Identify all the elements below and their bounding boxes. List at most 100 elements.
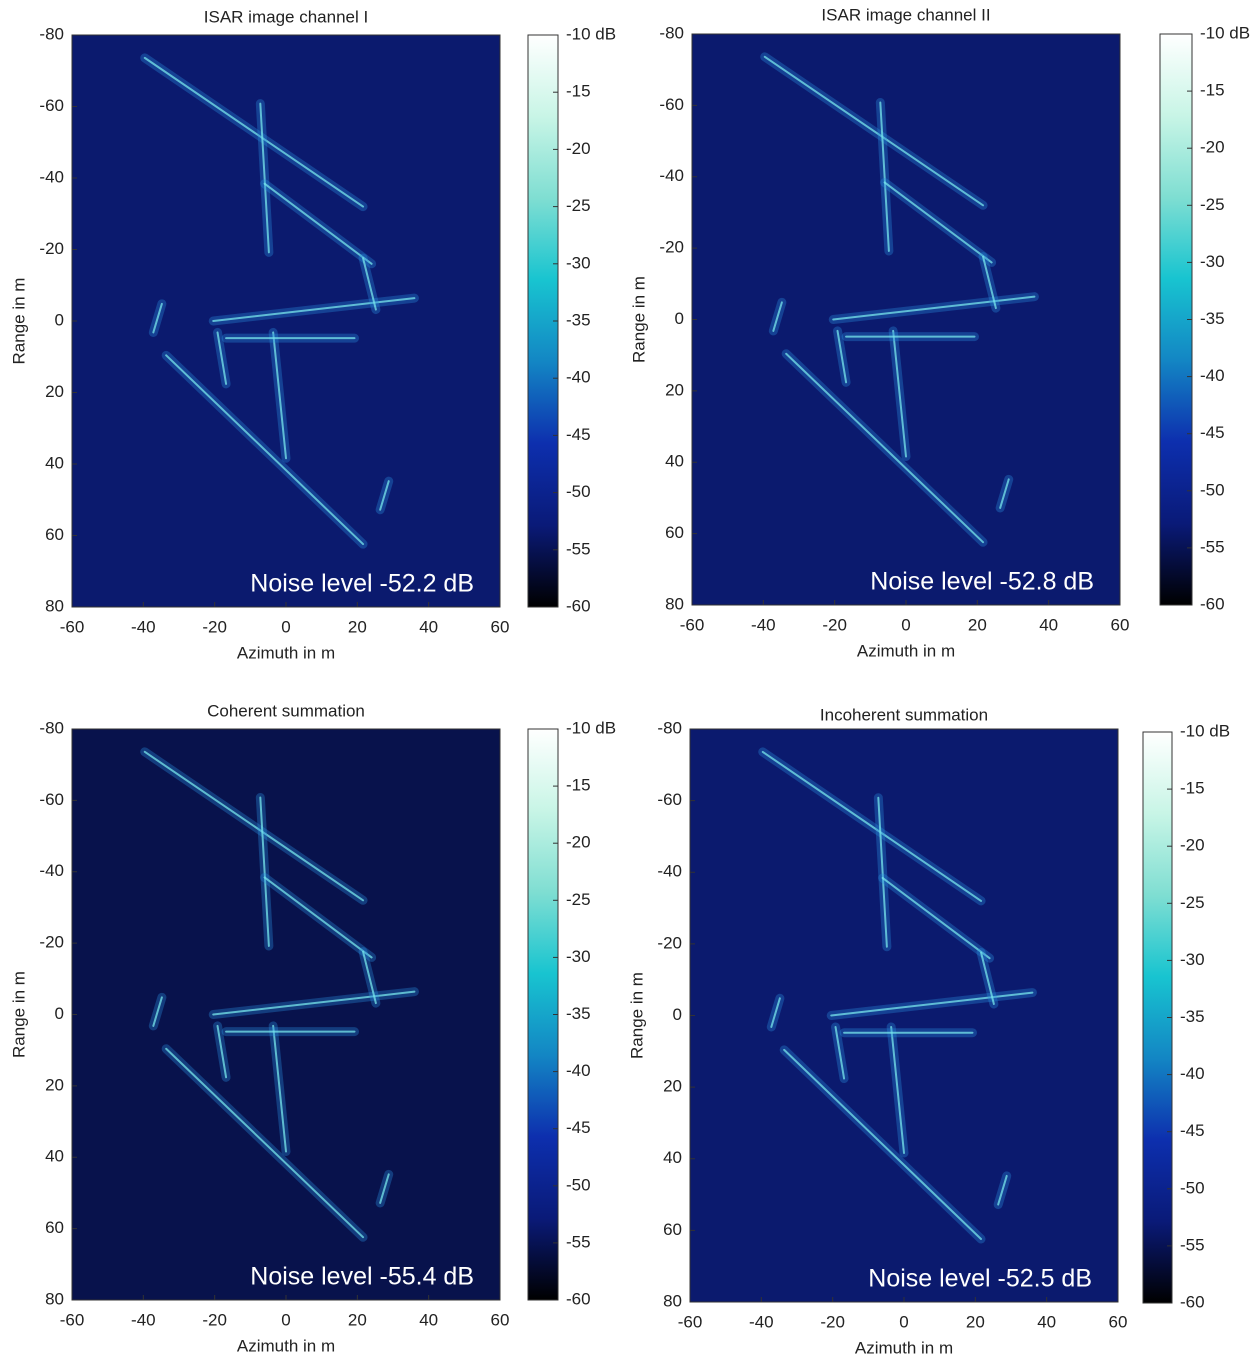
- x-tick-label: 20: [966, 1312, 985, 1331]
- annotation: Noise level -52.8 dB: [870, 568, 1094, 596]
- x-tick-label: -60: [678, 1312, 703, 1331]
- y-tick-label: 40: [665, 452, 684, 471]
- colorbar-tick-label: -55: [566, 1232, 591, 1251]
- image-background: [72, 35, 500, 607]
- image-content: [760, 52, 1039, 547]
- y-tick-label: -80: [659, 23, 684, 42]
- y-tick-label: -80: [39, 24, 64, 43]
- chart-title: Coherent summation: [207, 701, 365, 720]
- colorbar-tick-label: -25: [1200, 195, 1225, 214]
- y-tick-label: 20: [663, 1077, 682, 1096]
- y-tick-label: 40: [45, 453, 64, 472]
- x-tick-label: 0: [899, 1312, 908, 1331]
- y-tick-label: 60: [665, 523, 684, 542]
- colorbar-tick-label: -40: [566, 368, 591, 387]
- colorbar-tick-label: -20: [566, 139, 591, 158]
- colorbar-tick-label: -35: [566, 310, 591, 329]
- y-axis-label: Range in m: [9, 971, 28, 1058]
- x-tick-label: -60: [60, 617, 85, 636]
- colorbar-tick-label: -20: [1200, 138, 1225, 157]
- x-tick-label: -40: [131, 1310, 156, 1329]
- x-tick-label: 60: [491, 617, 510, 636]
- y-tick-label: 20: [45, 1075, 64, 1094]
- image-background: [692, 34, 1120, 605]
- colorbar-tick-label: -40: [566, 1061, 591, 1080]
- chart-title: ISAR image channel I: [204, 7, 368, 26]
- colorbar-tick-label: -30: [1200, 252, 1225, 271]
- x-axis-label: Azimuth in m: [855, 1338, 953, 1357]
- colorbar-tick-label: -40: [1200, 366, 1225, 385]
- colorbar-tick-label: -60: [1180, 1292, 1205, 1311]
- colorbar: [1159, 33, 1193, 606]
- y-tick-label: 0: [55, 1004, 64, 1023]
- y-tick-label: 80: [45, 1289, 64, 1308]
- annotation: Noise level -55.4 dB: [250, 1263, 474, 1291]
- colorbar-tick-label: -50: [1180, 1178, 1205, 1197]
- y-tick-label: -60: [39, 790, 64, 809]
- x-tick-label: 40: [1037, 1312, 1056, 1331]
- x-tick-label: 60: [491, 1310, 510, 1329]
- colorbar-tick-label: -60: [566, 1289, 591, 1308]
- x-tick-label: 20: [968, 615, 987, 634]
- y-tick-label: 20: [45, 382, 64, 401]
- colorbar-tick-label: -25: [566, 196, 591, 215]
- colorbar-tick-label: -50: [566, 482, 591, 501]
- colorbar-tick-label: -45: [1200, 423, 1225, 442]
- x-tick-label: 40: [419, 1310, 438, 1329]
- x-tick-label: 40: [1039, 615, 1058, 634]
- y-tick-label: 40: [45, 1147, 64, 1166]
- image-content: [140, 747, 419, 1242]
- annotation: Noise level -52.5 dB: [868, 1265, 1092, 1293]
- x-tick-label: -40: [749, 1312, 774, 1331]
- image-content: [140, 53, 419, 549]
- colorbar-tick-label: -15: [566, 82, 591, 101]
- x-tick-label: 20: [348, 617, 367, 636]
- y-tick-label: -80: [39, 718, 64, 737]
- y-tick-label: -40: [659, 166, 684, 185]
- chart-title: ISAR image channel II: [821, 5, 990, 24]
- x-tick-label: -20: [202, 617, 227, 636]
- colorbar-tick-label: -15: [566, 776, 591, 795]
- y-tick-label: -60: [39, 96, 64, 115]
- colorbar-tick-label: -50: [1200, 480, 1225, 499]
- colorbar-tick-label: -30: [1180, 950, 1205, 969]
- colorbar-tick-label: -10 dB: [566, 24, 616, 43]
- colorbar-tick-label: -55: [1200, 537, 1225, 556]
- x-tick-label: 0: [281, 1310, 290, 1329]
- x-tick-label: -20: [820, 1312, 845, 1331]
- y-axis-label: Range in m: [9, 278, 28, 365]
- chart-title: Incoherent summation: [820, 705, 988, 724]
- y-tick-label: -20: [659, 238, 684, 257]
- colorbar-tick-label: -45: [566, 425, 591, 444]
- y-tick-label: 60: [663, 1220, 682, 1239]
- y-tick-label: 40: [663, 1148, 682, 1167]
- y-tick-label: 80: [663, 1291, 682, 1310]
- x-tick-label: 60: [1111, 615, 1130, 634]
- x-tick-label: -40: [131, 617, 156, 636]
- colorbar-tick-label: -15: [1200, 81, 1225, 100]
- y-tick-label: 20: [665, 380, 684, 399]
- x-tick-label: 40: [419, 617, 438, 636]
- x-tick-label: 20: [348, 1310, 367, 1329]
- colorbar-tick-label: -35: [1200, 309, 1225, 328]
- colorbar-tick-label: -10 dB: [566, 718, 616, 737]
- colorbar-tick-label: -20: [566, 833, 591, 852]
- y-tick-label: 0: [675, 309, 684, 328]
- colorbar-tick-label: -45: [566, 1118, 591, 1137]
- image-background: [690, 729, 1118, 1302]
- x-tick-label: -20: [822, 615, 847, 634]
- y-tick-label: 80: [665, 594, 684, 613]
- y-tick-label: -80: [657, 718, 682, 737]
- y-tick-label: -40: [39, 167, 64, 186]
- x-axis-label: Azimuth in m: [857, 641, 955, 660]
- x-axis-label: Azimuth in m: [237, 1336, 335, 1355]
- colorbar-tick-label: -10 dB: [1180, 721, 1230, 740]
- annotation: Noise level -52.2 dB: [250, 570, 474, 598]
- y-tick-label: 60: [45, 1218, 64, 1237]
- colorbar-tick-label: -60: [566, 596, 591, 615]
- y-tick-label: -20: [39, 933, 64, 952]
- image-background: [72, 729, 500, 1300]
- y-axis-label: Range in m: [627, 972, 646, 1059]
- x-tick-label: -40: [751, 615, 776, 634]
